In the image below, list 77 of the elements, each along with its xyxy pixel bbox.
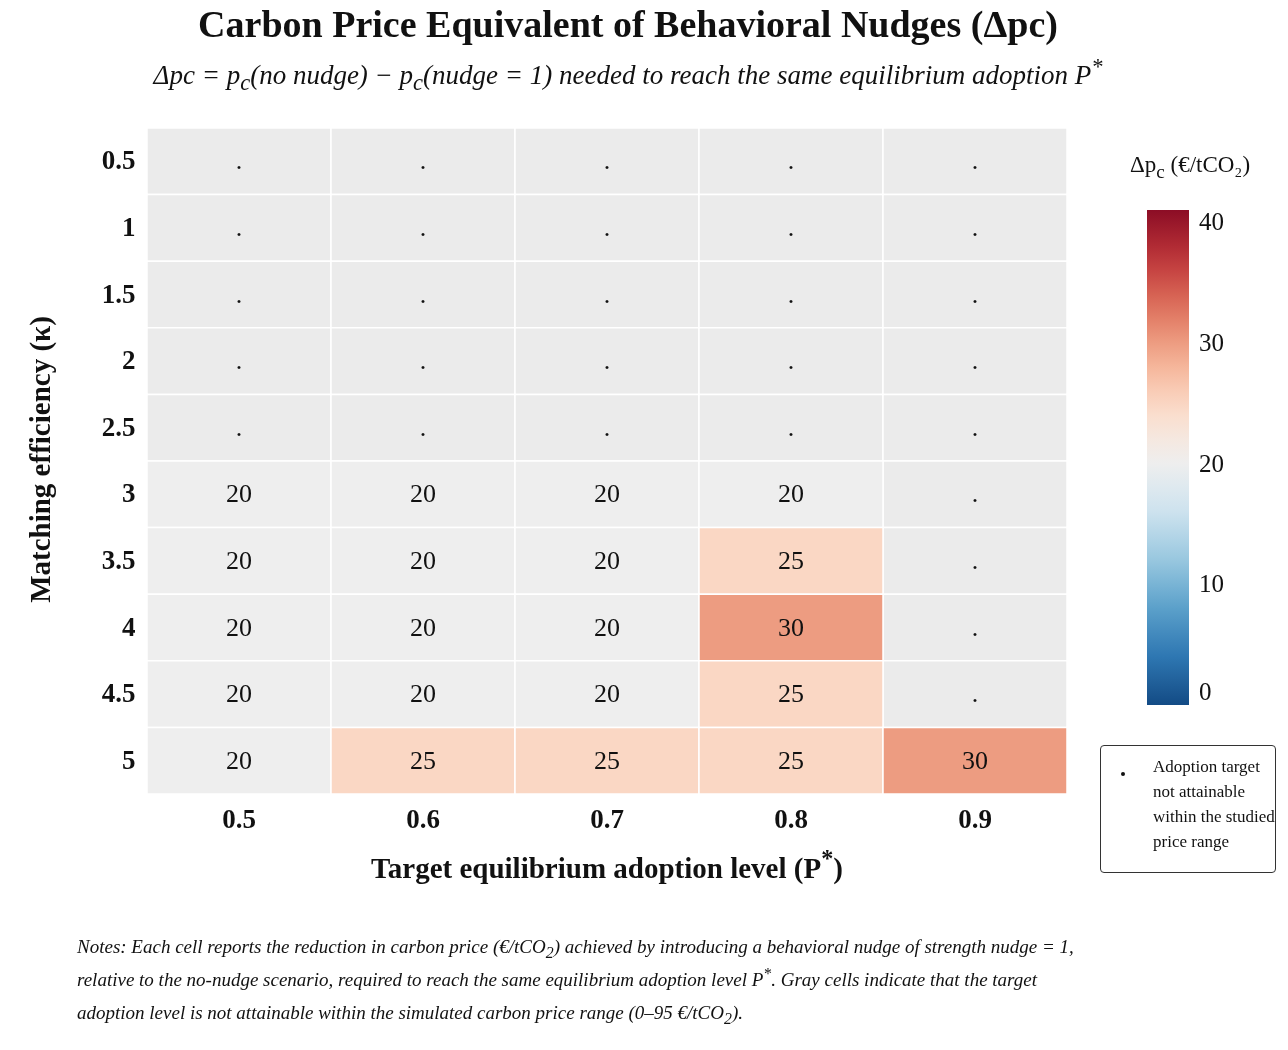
text: . (603, 346, 611, 376)
text: . (787, 146, 795, 176)
y-tick-label: 4.5 (101, 678, 136, 709)
text: . (603, 146, 611, 176)
data-label: 20 (594, 545, 620, 575)
y-tick-label: 0.5 (101, 145, 136, 176)
y-axis-title: Matching efficiency (κ) (23, 315, 57, 605)
color-bar-label: 20 (1199, 449, 1224, 477)
y-tick-label: 2 (122, 345, 136, 376)
text: . (235, 412, 243, 442)
color-bar-label: 0 (1199, 678, 1212, 705)
text: . (787, 212, 795, 242)
text: . (603, 279, 611, 309)
data-label: 20 (226, 679, 252, 709)
text: . (419, 146, 427, 176)
color-bar-label: 40 (1199, 208, 1224, 236)
data-label: 20 (778, 479, 804, 509)
data-label: 25 (410, 745, 436, 775)
text: . (971, 146, 979, 176)
text: . (787, 279, 795, 309)
text: . (603, 212, 611, 242)
y-tick-label: 5 (122, 744, 136, 775)
color-bar-label: 30 (1199, 328, 1224, 356)
text: . (235, 346, 243, 376)
y-tick-label: 2.5 (101, 411, 136, 442)
text: . (419, 279, 427, 309)
data-label: 20 (410, 612, 436, 642)
y-tick-label: 3.5 (101, 544, 136, 575)
color-bar-title: Δp$_{c}$ (€/tCO₂) (1128, 152, 1252, 182)
x-tick-label: 0.8 (774, 803, 808, 834)
text: . (971, 479, 979, 509)
data-label: 20 (226, 545, 252, 575)
text: . (971, 212, 979, 242)
data-label: 20 (226, 479, 252, 509)
text: Notes: Each cell reports the reduction in carbon price (€/tCO$_{2}$) achieved by introducing a behavioral nudge of strength nudge = 1, relative to the no-nudge scenario, required to reach the same equilibrium adoption level P$^{*}$. Gray cells indicate that the target adoption level is not attainable within the simulated carbon price range (0–95 €/tCO$_{2}$). (77, 936, 1074, 1027)
data-label: 20 (410, 679, 436, 709)
text: . (603, 412, 611, 442)
text: . (419, 412, 427, 442)
data-label: 20 (410, 545, 436, 575)
chart-title: Carbon Price Equivalent of Behavioral Nudges (Δpc) (197, 2, 1059, 46)
data-label: 20 (594, 612, 620, 642)
data-label: 30 (778, 612, 804, 642)
data-label: 20 (226, 745, 252, 775)
y-tick-label: 4 (122, 611, 136, 642)
y-tick-label: 1.5 (101, 278, 136, 309)
x-tick-label: 0.5 (222, 803, 256, 834)
y-tick-label: 1 (122, 211, 136, 242)
text: . (235, 212, 243, 242)
color-bar-label: 10 (1199, 570, 1224, 598)
text: . (419, 212, 427, 242)
data-label: 25 (778, 745, 804, 775)
x-tick-label: 0.6 (406, 803, 440, 834)
data-label: 20 (226, 612, 252, 642)
data-label: 25 (594, 745, 620, 775)
text: Adoption target not attainable within the studied price range (1153, 756, 1275, 853)
x-tick-label: 0.7 (590, 803, 624, 834)
text: . (971, 545, 979, 575)
text: . (235, 146, 243, 176)
text: . (787, 346, 795, 376)
text: . (971, 279, 979, 309)
text: . (419, 346, 427, 376)
data-label: 20 (410, 479, 436, 509)
data-label: 20 (594, 679, 620, 709)
data-label: 20 (594, 479, 620, 509)
text: . (971, 679, 979, 709)
chart-subtitle: Δpc = p$_{c}$(no nudge) − p$_{c}$(nudge = 1) needed to reach the same equilibrium adoption P$^{*}$ (151, 54, 1104, 96)
data-label: 25 (778, 545, 804, 575)
text: . (971, 612, 979, 642)
x-axis-title: Target equilibrium adoption level (P$^{*}$) (370, 845, 844, 885)
data-label: 30 (962, 745, 988, 775)
data-label: 25 (778, 679, 804, 709)
text: . (971, 346, 979, 376)
x-tick-label: 0.9 (958, 803, 992, 834)
text: . (787, 412, 795, 442)
text: . (235, 279, 243, 309)
text: . (971, 412, 979, 442)
y-tick-label: 3 (122, 478, 136, 509)
